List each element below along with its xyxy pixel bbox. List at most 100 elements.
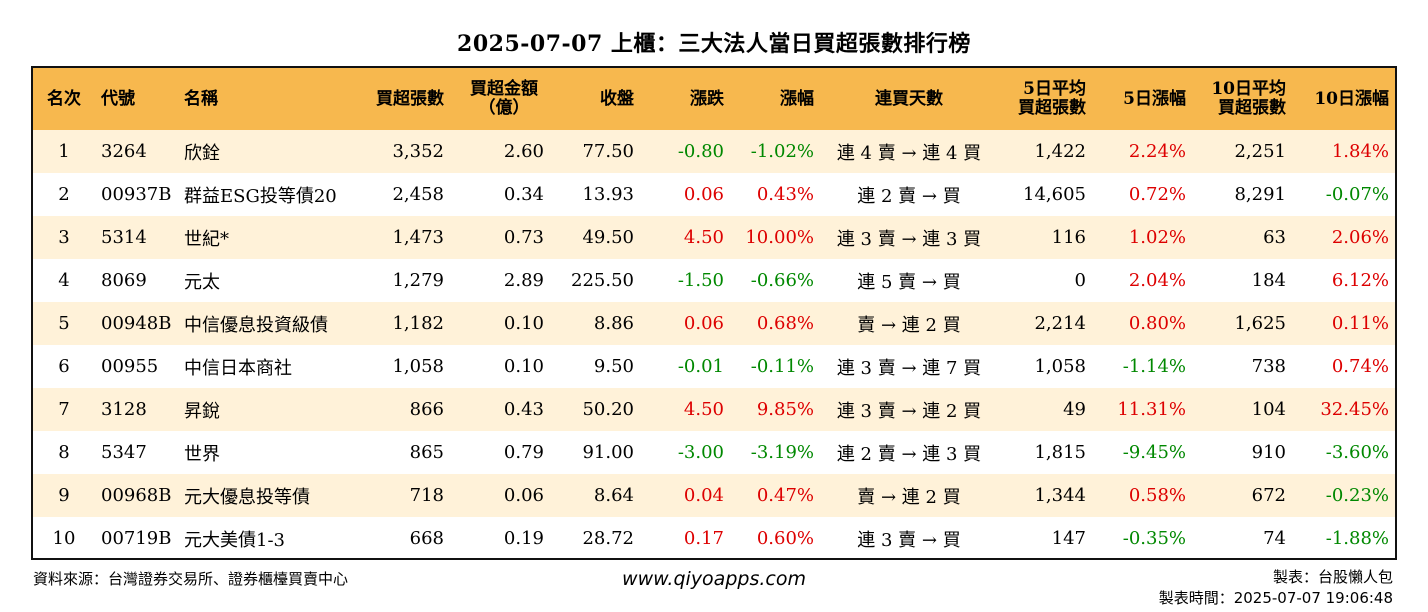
cell-net-buy-lots: 1,058: [392, 356, 444, 377]
cell-streak: 連 3 賣 → 連 7 買: [836, 357, 982, 379]
cell-name: 欣銓: [184, 142, 220, 164]
cell-avg5: 0: [1074, 270, 1086, 291]
cell-avg10: 910: [1251, 442, 1286, 463]
cell-change: -1.50: [677, 270, 724, 291]
table-row: 4 8069 元太 1,279 2.89 225.50 -1.50 -0.66% 連 5 賣 →…: [33, 259, 1395, 302]
cell-change-pct: 9.85%: [756, 399, 814, 420]
data-source-note: 資料來源：台灣證券交易所、證券櫃檯買賣中心: [33, 570, 349, 588]
cell-rank: 7: [58, 399, 70, 420]
cell-net-buy-lots: 1,279: [392, 270, 444, 291]
table-row: 10 00719B 元大美債1-3 668 0.19 28.72 0.17 0.60% 連 3 …: [33, 517, 1395, 558]
cell-close: 50.20: [582, 399, 634, 420]
cell-chg10: 0.11%: [1331, 313, 1389, 334]
header-streak: 連買天數: [875, 88, 943, 109]
cell-chg10: 1.84%: [1331, 141, 1389, 162]
header-change: 漲跌: [690, 88, 724, 109]
cell-net-buy-lots: 3,352: [392, 141, 444, 162]
cell-chg10: 2.06%: [1331, 227, 1389, 248]
cell-name: 世紀*: [184, 228, 229, 250]
cell-close: 91.00: [582, 442, 634, 463]
cell-avg10: 672: [1251, 485, 1286, 506]
cell-name: 元太: [184, 271, 220, 293]
cell-net-buy-amount: 2.89: [503, 270, 544, 291]
cell-close: 49.50: [582, 227, 634, 248]
cell-avg5: 49: [1063, 399, 1086, 420]
header-avg10-line2: 買超張數: [1218, 98, 1286, 118]
cell-chg5: 0.80%: [1128, 313, 1186, 334]
cell-streak: 連 2 賣 → 買: [857, 185, 961, 207]
cell-name: 昇銳: [184, 400, 220, 422]
cell-chg10: -1.88%: [1325, 528, 1389, 549]
cell-chg5: 2.24%: [1128, 141, 1186, 162]
table-header-row: 名次 代號 名稱 買超張數 買超金額 （億） 收盤 漲跌 漲幅 連買天數 5日平…: [33, 68, 1395, 130]
cell-streak: 連 5 賣 → 買: [857, 271, 961, 293]
cell-chg10: 0.74%: [1331, 356, 1389, 377]
header-net-buy-lots: 買超張數: [376, 88, 444, 109]
cell-code: 00719B: [101, 528, 172, 549]
footer-credits: 製表：台股懶人包 製表時間：2025-07-07 19:06:48: [1159, 567, 1393, 609]
cell-net-buy-lots: 866: [409, 399, 444, 420]
website-link[interactable]: www.qiyoapps.com: [622, 568, 806, 590]
cell-close: 8.86: [593, 313, 634, 334]
cell-change: -0.01: [677, 356, 724, 377]
cell-close: 13.93: [582, 184, 634, 205]
cell-chg5: 2.04%: [1128, 270, 1186, 291]
cell-rank: 10: [52, 528, 76, 549]
generated-time: 製表時間：2025-07-07 19:06:48: [1158, 589, 1393, 607]
cell-rank: 3: [58, 227, 70, 248]
cell-net-buy-amount: 0.10: [503, 356, 544, 377]
cell-avg10: 184: [1251, 270, 1286, 291]
header-avg10: 10日平均 買超張數: [1196, 68, 1296, 130]
cell-name: 群益ESG投等債20: [184, 185, 337, 207]
cell-change: -3.00: [677, 442, 724, 463]
ranking-table: 名次 代號 名稱 買超張數 買超金額 （億） 收盤 漲跌 漲幅 連買天數 5日平…: [33, 68, 1395, 558]
cell-net-buy-lots: 2,458: [392, 184, 444, 205]
cell-chg5: -1.14%: [1122, 356, 1186, 377]
header-change-pct: 漲幅: [780, 88, 814, 109]
header-chg10: 10日漲幅: [1314, 88, 1389, 109]
cell-net-buy-lots: 865: [409, 442, 444, 463]
header-avg10-line1: 10日平均: [1211, 79, 1286, 99]
cell-chg5: 1.02%: [1128, 227, 1186, 248]
cell-rank: 1: [58, 141, 70, 162]
cell-change-pct: -0.11%: [750, 356, 814, 377]
cell-rank: 9: [58, 485, 70, 506]
cell-close: 225.50: [571, 270, 634, 291]
cell-avg5: 14,605: [1023, 184, 1086, 205]
cell-change-pct: 0.47%: [756, 485, 814, 506]
page-title: 2025-07-07 上櫃：三大法人當日買超張數排行榜: [457, 31, 971, 57]
cell-close: 8.64: [593, 485, 634, 506]
cell-change: 0.06: [683, 184, 724, 205]
cell-change-pct: 0.43%: [756, 184, 814, 205]
cell-change-pct: 0.60%: [756, 528, 814, 549]
header-avg5: 5日平均 買超張數: [994, 68, 1096, 130]
header-net-buy-amount: 買超金額 （億）: [454, 68, 554, 130]
cell-chg10: -3.60%: [1325, 442, 1389, 463]
header-chg5: 5日漲幅: [1123, 88, 1186, 109]
table-row: 3 5314 世紀* 1,473 0.73 49.50 4.50 10.00% 連 3 賣 → …: [33, 216, 1395, 259]
cell-avg10: 738: [1251, 356, 1286, 377]
cell-code: 8069: [101, 270, 147, 291]
header-net-buy-amount-line1: 買超金額: [470, 79, 538, 99]
cell-chg5: -0.35%: [1122, 528, 1186, 549]
cell-name: 中信優息投資級債: [184, 314, 328, 336]
cell-net-buy-lots: 668: [409, 528, 444, 549]
cell-net-buy-lots: 1,182: [392, 313, 444, 334]
table-body: 1 3264 欣銓 3,352 2.60 77.50 -0.80 -1.02% 連 4 賣 → …: [33, 130, 1395, 558]
cell-code: 00948B: [101, 313, 172, 334]
cell-change: 0.17: [683, 528, 724, 549]
table-row: 6 00955 中信日本商社 1,058 0.10 9.50 -0.01 -0.11% 連 3 …: [33, 345, 1395, 388]
cell-change-pct: 0.68%: [756, 313, 814, 334]
cell-streak: 賣 → 連 2 買: [857, 314, 961, 336]
cell-rank: 6: [58, 356, 70, 377]
cell-chg5: 0.72%: [1128, 184, 1186, 205]
cell-change: 0.04: [683, 485, 724, 506]
cell-net-buy-amount: 0.06: [503, 485, 544, 506]
cell-rank: 4: [58, 270, 70, 291]
cell-streak: 連 4 賣 → 連 4 買: [836, 142, 982, 164]
cell-code: 3264: [101, 141, 147, 162]
cell-chg5: 11.31%: [1117, 399, 1186, 420]
header-avg5-line1: 5日平均: [1023, 79, 1086, 99]
table-row: 8 5347 世界 865 0.79 91.00 -3.00 -3.19% 連 2 賣 → 連 …: [33, 431, 1395, 474]
cell-code: 00955: [101, 356, 159, 377]
